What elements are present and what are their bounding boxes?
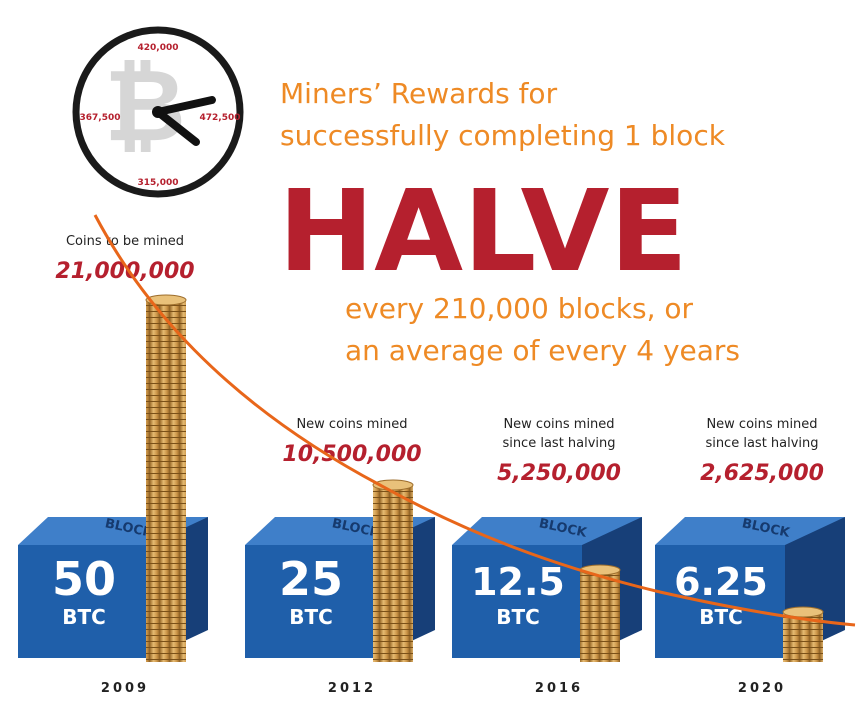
caption: since last halving	[705, 436, 818, 451]
coin-top	[579, 564, 621, 576]
clock-label: 420,000	[138, 43, 179, 53]
caption: Coins to be mined	[66, 234, 184, 249]
amount: 10,500,000	[282, 442, 421, 467]
reward: 50	[52, 552, 116, 606]
cube-top	[452, 517, 642, 545]
cube-top	[655, 517, 845, 545]
amount: 2,625,000	[700, 461, 824, 486]
reward: 12.5	[471, 560, 565, 604]
year: 2020	[738, 681, 786, 696]
subtitle-line: an average of every 4 years	[345, 334, 740, 367]
cube-front	[245, 545, 375, 658]
amount: 5,250,000	[497, 461, 621, 486]
caption: New coins mined	[296, 417, 407, 432]
caption: New coins mined	[706, 417, 817, 432]
coin-stack	[146, 300, 186, 662]
reward: 6.25	[674, 560, 768, 604]
clock-label: 315,000	[138, 178, 179, 188]
caption: since last halving	[502, 436, 615, 451]
decay-curve	[93, 214, 856, 627]
year: 2016	[535, 681, 583, 696]
caption: New coins mined	[503, 417, 614, 432]
reward: 25	[279, 552, 343, 606]
subtitle-line: every 210,000 blocks, or	[345, 292, 694, 325]
reward-unit: BTC	[289, 605, 333, 629]
year: 2012	[328, 681, 376, 696]
clock: ₿	[72, 26, 244, 198]
coin-stack	[580, 570, 620, 662]
headline: HALVE	[278, 167, 688, 297]
coin-top	[145, 294, 187, 306]
coin-stack	[373, 485, 413, 662]
cube-front	[18, 545, 148, 658]
cube-front	[655, 545, 785, 658]
title-line: successfully completing 1 block	[280, 119, 726, 152]
year: 2009	[101, 681, 149, 696]
coin-top	[782, 606, 824, 618]
clock-label: 472,500	[200, 113, 241, 123]
reward-unit: BTC	[62, 605, 106, 629]
title-line: Miners’ Rewards for	[280, 77, 558, 110]
clock-label: 367,500	[80, 113, 121, 123]
reward-unit: BTC	[496, 605, 540, 629]
